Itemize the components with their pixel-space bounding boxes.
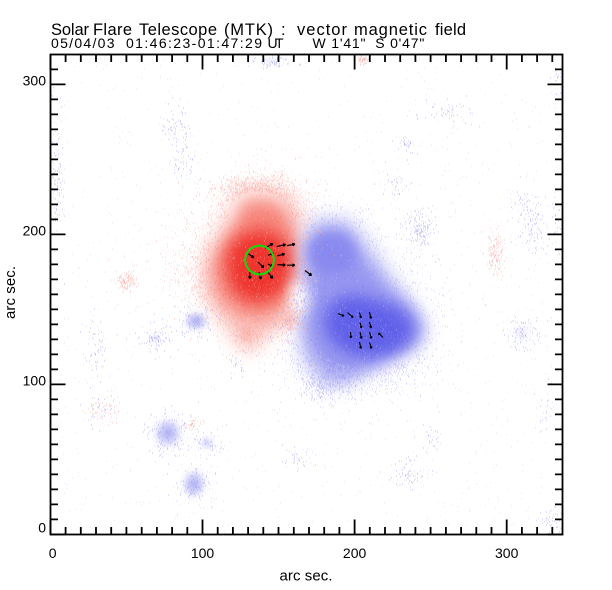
svg-text:300: 300 — [495, 545, 519, 561]
svg-text:300: 300 — [23, 72, 47, 88]
svg-text:vector: vector — [297, 21, 348, 39]
svg-text:Solar: Solar — [51, 21, 90, 39]
svg-text:field: field — [435, 21, 466, 39]
svg-text:Flare: Flare — [93, 21, 132, 39]
svg-text:01:46:23-01:47:29: 01:46:23-01:47:29 — [126, 35, 262, 51]
svg-text:200: 200 — [23, 222, 47, 238]
svg-text::: : — [281, 21, 286, 39]
svg-text:0: 0 — [49, 545, 57, 561]
svg-text:100: 100 — [191, 545, 215, 561]
svg-text:100: 100 — [23, 372, 47, 388]
svg-text:200: 200 — [343, 545, 367, 561]
svg-text:arc sec.: arc sec. — [280, 568, 333, 585]
svg-text:arc sec.: arc sec. — [2, 266, 19, 319]
svg-text:W 1'41": W 1'41" — [313, 35, 366, 51]
svg-text:(MTK): (MTK) — [224, 21, 273, 39]
svg-text:UT: UT — [268, 35, 284, 51]
svg-text:S 0'47": S 0'47" — [375, 35, 424, 51]
svg-text:magnetic: magnetic — [354, 21, 427, 39]
svg-text:05/04/03: 05/04/03 — [51, 35, 115, 51]
svg-text:0: 0 — [38, 519, 46, 535]
svg-text:Telescope: Telescope — [139, 21, 217, 39]
